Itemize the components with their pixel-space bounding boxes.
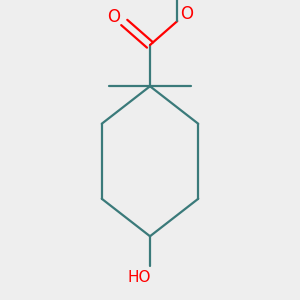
- Text: O: O: [180, 5, 193, 23]
- Text: O: O: [107, 8, 120, 26]
- Text: HO: HO: [128, 270, 151, 285]
